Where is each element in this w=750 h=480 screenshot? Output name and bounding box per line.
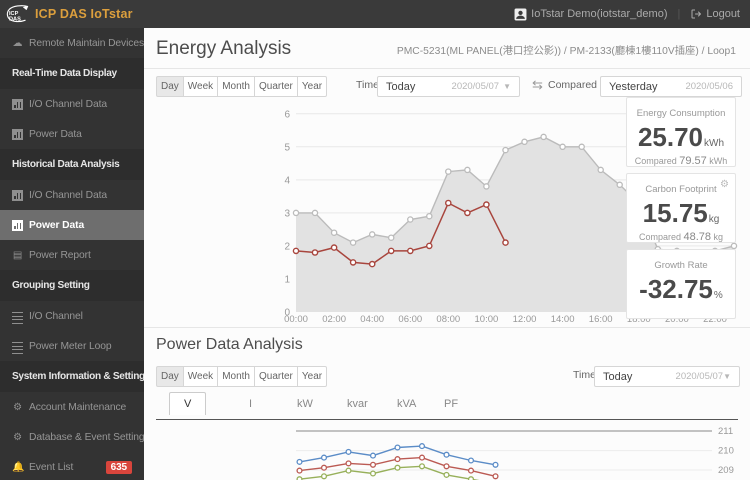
svg-text:12:00: 12:00 [513, 314, 537, 325]
svg-text:1: 1 [284, 274, 290, 285]
svg-text:10:00: 10:00 [475, 314, 499, 325]
svg-text:209: 209 [718, 465, 734, 476]
svg-text:4: 4 [284, 175, 290, 186]
svg-text:6: 6 [284, 109, 290, 120]
svg-text:14:00: 14:00 [551, 314, 575, 325]
svg-text:211: 211 [718, 426, 733, 437]
svg-text:2: 2 [284, 241, 290, 252]
svg-text:210: 210 [718, 446, 734, 457]
svg-text:00:00: 00:00 [284, 314, 308, 325]
svg-text:04:00: 04:00 [360, 314, 384, 325]
svg-text:02:00: 02:00 [322, 314, 346, 325]
svg-text:08:00: 08:00 [436, 314, 460, 325]
svg-text:DAS: DAS [9, 16, 21, 22]
svg-text:5: 5 [284, 142, 290, 153]
svg-text:06:00: 06:00 [398, 314, 422, 325]
svg-text:3: 3 [284, 208, 290, 219]
svg-text:16:00: 16:00 [589, 314, 613, 325]
